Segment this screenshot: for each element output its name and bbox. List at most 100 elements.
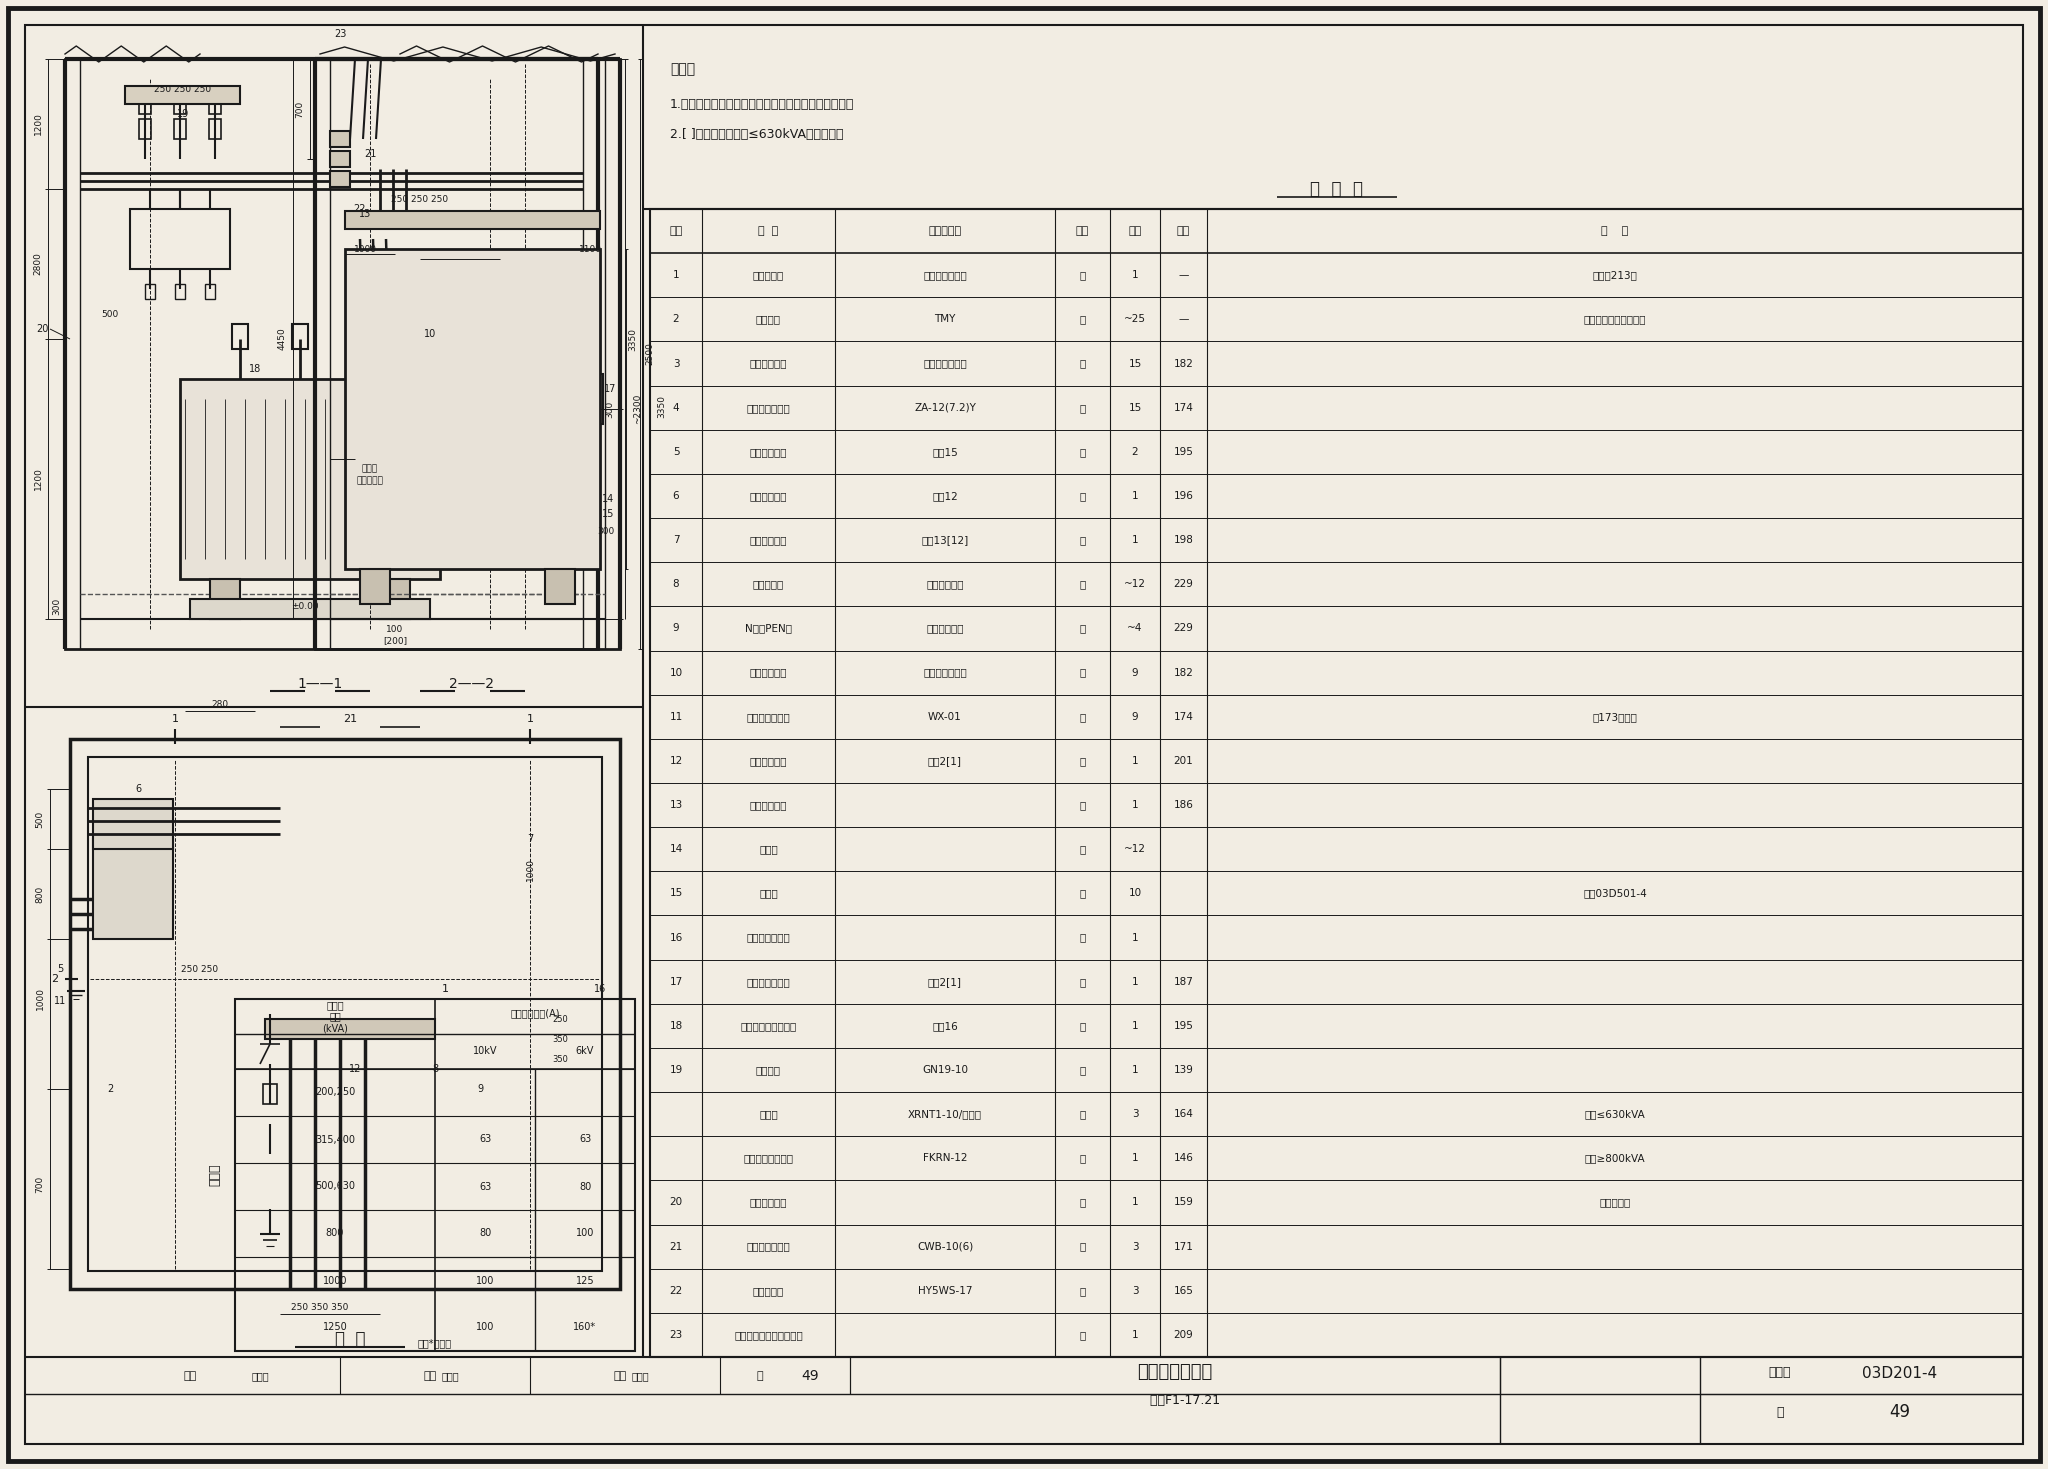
Text: 171: 171	[1174, 1241, 1194, 1252]
Text: 10: 10	[424, 329, 436, 339]
Bar	[231, 325, 248, 350]
Text: 2.[ ]内数字用于容量≤630kVA的变压器。: 2.[ ]内数字用于容量≤630kVA的变压器。	[670, 128, 844, 141]
Text: 17: 17	[604, 383, 616, 394]
Text: 16: 16	[670, 933, 682, 943]
Text: 备    注: 备 注	[1602, 226, 1628, 237]
Text: 规格按变压器容量确定: 规格按变压器容量确定	[1583, 314, 1647, 325]
Text: 2: 2	[672, 314, 680, 325]
Text: 说明：: 说明：	[670, 62, 694, 76]
Bar	[139, 94, 152, 115]
Text: 13: 13	[670, 801, 682, 809]
Text: 见附录（四）: 见附录（四）	[926, 579, 965, 589]
Text: 800: 800	[35, 886, 45, 902]
Text: 低压母线桥架: 低压母线桥架	[750, 757, 786, 765]
Text: 1000: 1000	[354, 244, 377, 254]
Text: 1200: 1200	[33, 113, 43, 135]
Text: 174: 174	[1174, 712, 1194, 721]
Text: 用于≤630kVA: 用于≤630kVA	[1585, 1109, 1645, 1119]
Text: 设计: 设计	[612, 1371, 627, 1381]
Text: 个: 个	[1079, 757, 1085, 765]
Text: ~12: ~12	[1124, 579, 1147, 589]
Text: 临时接地接线柱: 临时接地接线柱	[748, 933, 791, 943]
Text: N线或PEN线: N线或PEN线	[745, 623, 793, 633]
Text: 沈炳炬: 沈炳炬	[631, 1371, 649, 1381]
Bar	[381, 579, 410, 618]
Text: 1: 1	[1133, 1021, 1139, 1031]
Text: 台: 台	[1079, 1109, 1085, 1119]
Bar	[145, 284, 156, 300]
Text: 18: 18	[670, 1021, 682, 1031]
Bar	[209, 119, 221, 140]
Bar	[236, 999, 635, 1351]
Text: 6kV: 6kV	[575, 1046, 594, 1056]
Text: 1: 1	[1133, 1329, 1139, 1340]
Text: 1: 1	[1133, 977, 1139, 987]
Text: 100: 100	[475, 1322, 494, 1332]
Text: 1: 1	[1133, 491, 1139, 501]
Bar	[369, 307, 377, 319]
Text: 个: 个	[1079, 447, 1085, 457]
Text: 电车线路绝缘子: 电车线路绝缘子	[748, 712, 791, 721]
Text: 台: 台	[1079, 1065, 1085, 1075]
Text: 19: 19	[176, 109, 188, 119]
Bar	[66, 59, 598, 649]
Text: 3350: 3350	[629, 328, 637, 351]
Text: 125: 125	[575, 1275, 594, 1285]
Text: 个: 个	[1079, 491, 1085, 501]
Text: 229: 229	[1174, 579, 1194, 589]
Text: WX-01: WX-01	[928, 712, 963, 721]
Text: 低压相母线: 低压相母线	[754, 579, 784, 589]
Text: 电力变压器: 电力变压器	[754, 270, 784, 281]
Text: 1000: 1000	[324, 1275, 348, 1285]
Text: 250: 250	[553, 1015, 567, 1024]
Bar	[330, 131, 350, 147]
Text: 5: 5	[57, 964, 63, 974]
Bar	[315, 59, 621, 649]
Text: HY5WS-17: HY5WS-17	[918, 1285, 973, 1296]
Text: 个: 个	[1079, 403, 1085, 413]
Text: 15: 15	[602, 508, 614, 519]
Text: 付: 付	[1079, 358, 1085, 369]
Text: 熔体额定电流(A): 熔体额定电流(A)	[510, 1008, 559, 1018]
Text: 单位: 单位	[1075, 226, 1090, 237]
Text: 套: 套	[1079, 977, 1085, 987]
Text: 型式12: 型式12	[932, 491, 958, 501]
Text: 146: 146	[1174, 1153, 1194, 1163]
Bar	[92, 799, 172, 849]
Bar	[190, 599, 430, 618]
Text: 139: 139	[1174, 1065, 1194, 1075]
Text: ZA-12(7.2)Y: ZA-12(7.2)Y	[913, 403, 977, 413]
Text: 21: 21	[670, 1241, 682, 1252]
Text: 209: 209	[1174, 1329, 1194, 1340]
Text: 20: 20	[35, 325, 49, 333]
Text: 米: 米	[1079, 845, 1085, 855]
Bar	[293, 325, 307, 350]
Text: 由工程设计确定: 由工程设计确定	[924, 270, 967, 281]
Bar	[578, 375, 602, 425]
Text: 10: 10	[1128, 889, 1141, 899]
Text: 接地见213页: 接地见213页	[1593, 270, 1638, 281]
Text: 8: 8	[672, 579, 680, 589]
Bar	[649, 209, 2023, 1357]
Text: 3: 3	[1133, 1109, 1139, 1119]
Text: 4450: 4450	[276, 328, 287, 351]
Text: ~4: ~4	[1126, 623, 1143, 633]
Bar	[356, 307, 365, 319]
Text: 1250: 1250	[324, 1322, 348, 1332]
Text: 1.侧墙上低压母线出线孔的平面位置由工程设计确定。: 1.侧墙上低压母线出线孔的平面位置由工程设计确定。	[670, 97, 854, 110]
Text: 户外式穿墙套管: 户外式穿墙套管	[748, 1241, 791, 1252]
Text: 1: 1	[1133, 757, 1139, 765]
Text: 低压母线夹板: 低压母线夹板	[750, 801, 786, 809]
Text: 3350: 3350	[657, 395, 666, 417]
Bar	[344, 250, 600, 569]
Text: 型式13[12]: 型式13[12]	[922, 535, 969, 545]
Bar	[174, 94, 186, 115]
Text: 按173页装配: 按173页装配	[1593, 712, 1638, 721]
Text: 2: 2	[1133, 447, 1139, 457]
Text: 高压母线支架: 高压母线支架	[750, 447, 786, 457]
Text: 付: 付	[1079, 667, 1085, 677]
Text: 注：*为双拼: 注：*为双拼	[418, 1338, 453, 1349]
Text: 14: 14	[602, 494, 614, 504]
Text: 1: 1	[526, 714, 532, 724]
Text: 平  面: 平 面	[334, 1329, 365, 1349]
